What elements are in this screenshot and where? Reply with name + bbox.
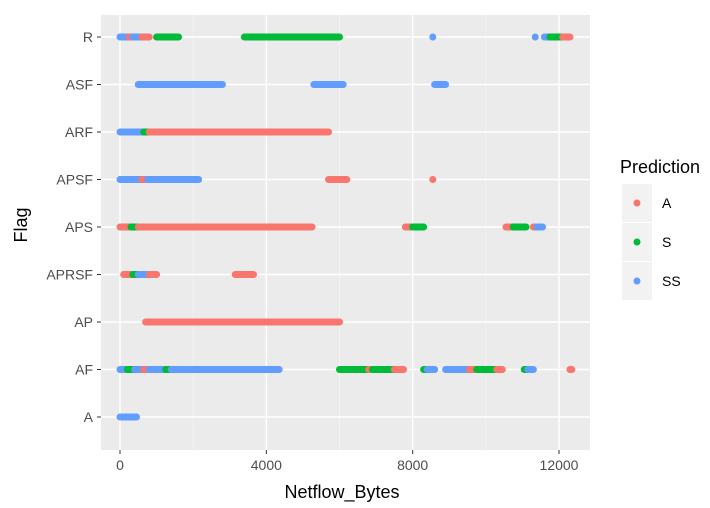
y-tick-label: R xyxy=(83,29,93,45)
y-tick-label: APRSF xyxy=(46,267,93,283)
legend-label: S xyxy=(662,234,671,250)
x-tick-label: 0 xyxy=(116,457,124,473)
x-tick-label: 8000 xyxy=(397,457,428,473)
x-tick-label: 4000 xyxy=(251,457,282,473)
y-axis-title: Flag xyxy=(11,207,31,242)
x-axis: 0 4000 8000 12000 xyxy=(116,450,579,473)
x-tick-label: 12000 xyxy=(540,457,579,473)
y-tick-label: APSF xyxy=(56,172,93,188)
legend-label: A xyxy=(662,195,672,211)
y-tick-label: A xyxy=(84,409,94,425)
y-tick-label: AP xyxy=(74,314,93,330)
legend-key-dot xyxy=(633,238,641,246)
y-tick-label: ASF xyxy=(66,77,93,93)
y-tick-label: AF xyxy=(75,362,93,378)
legend-title: Prediction xyxy=(620,157,700,177)
x-axis-title: Netflow_Bytes xyxy=(284,482,399,503)
y-axis: A AF AP APRSF APS APSF ARF ASF R xyxy=(46,29,101,425)
panel-background xyxy=(101,15,590,450)
y-tick-label: APS xyxy=(65,219,93,235)
plot-panel xyxy=(101,15,590,450)
y-tick-label: ARF xyxy=(65,124,93,140)
legend-key-dot xyxy=(633,199,641,207)
legend-label: SS xyxy=(662,273,681,289)
legend-key-dot xyxy=(633,277,641,285)
data-marks xyxy=(116,33,576,421)
